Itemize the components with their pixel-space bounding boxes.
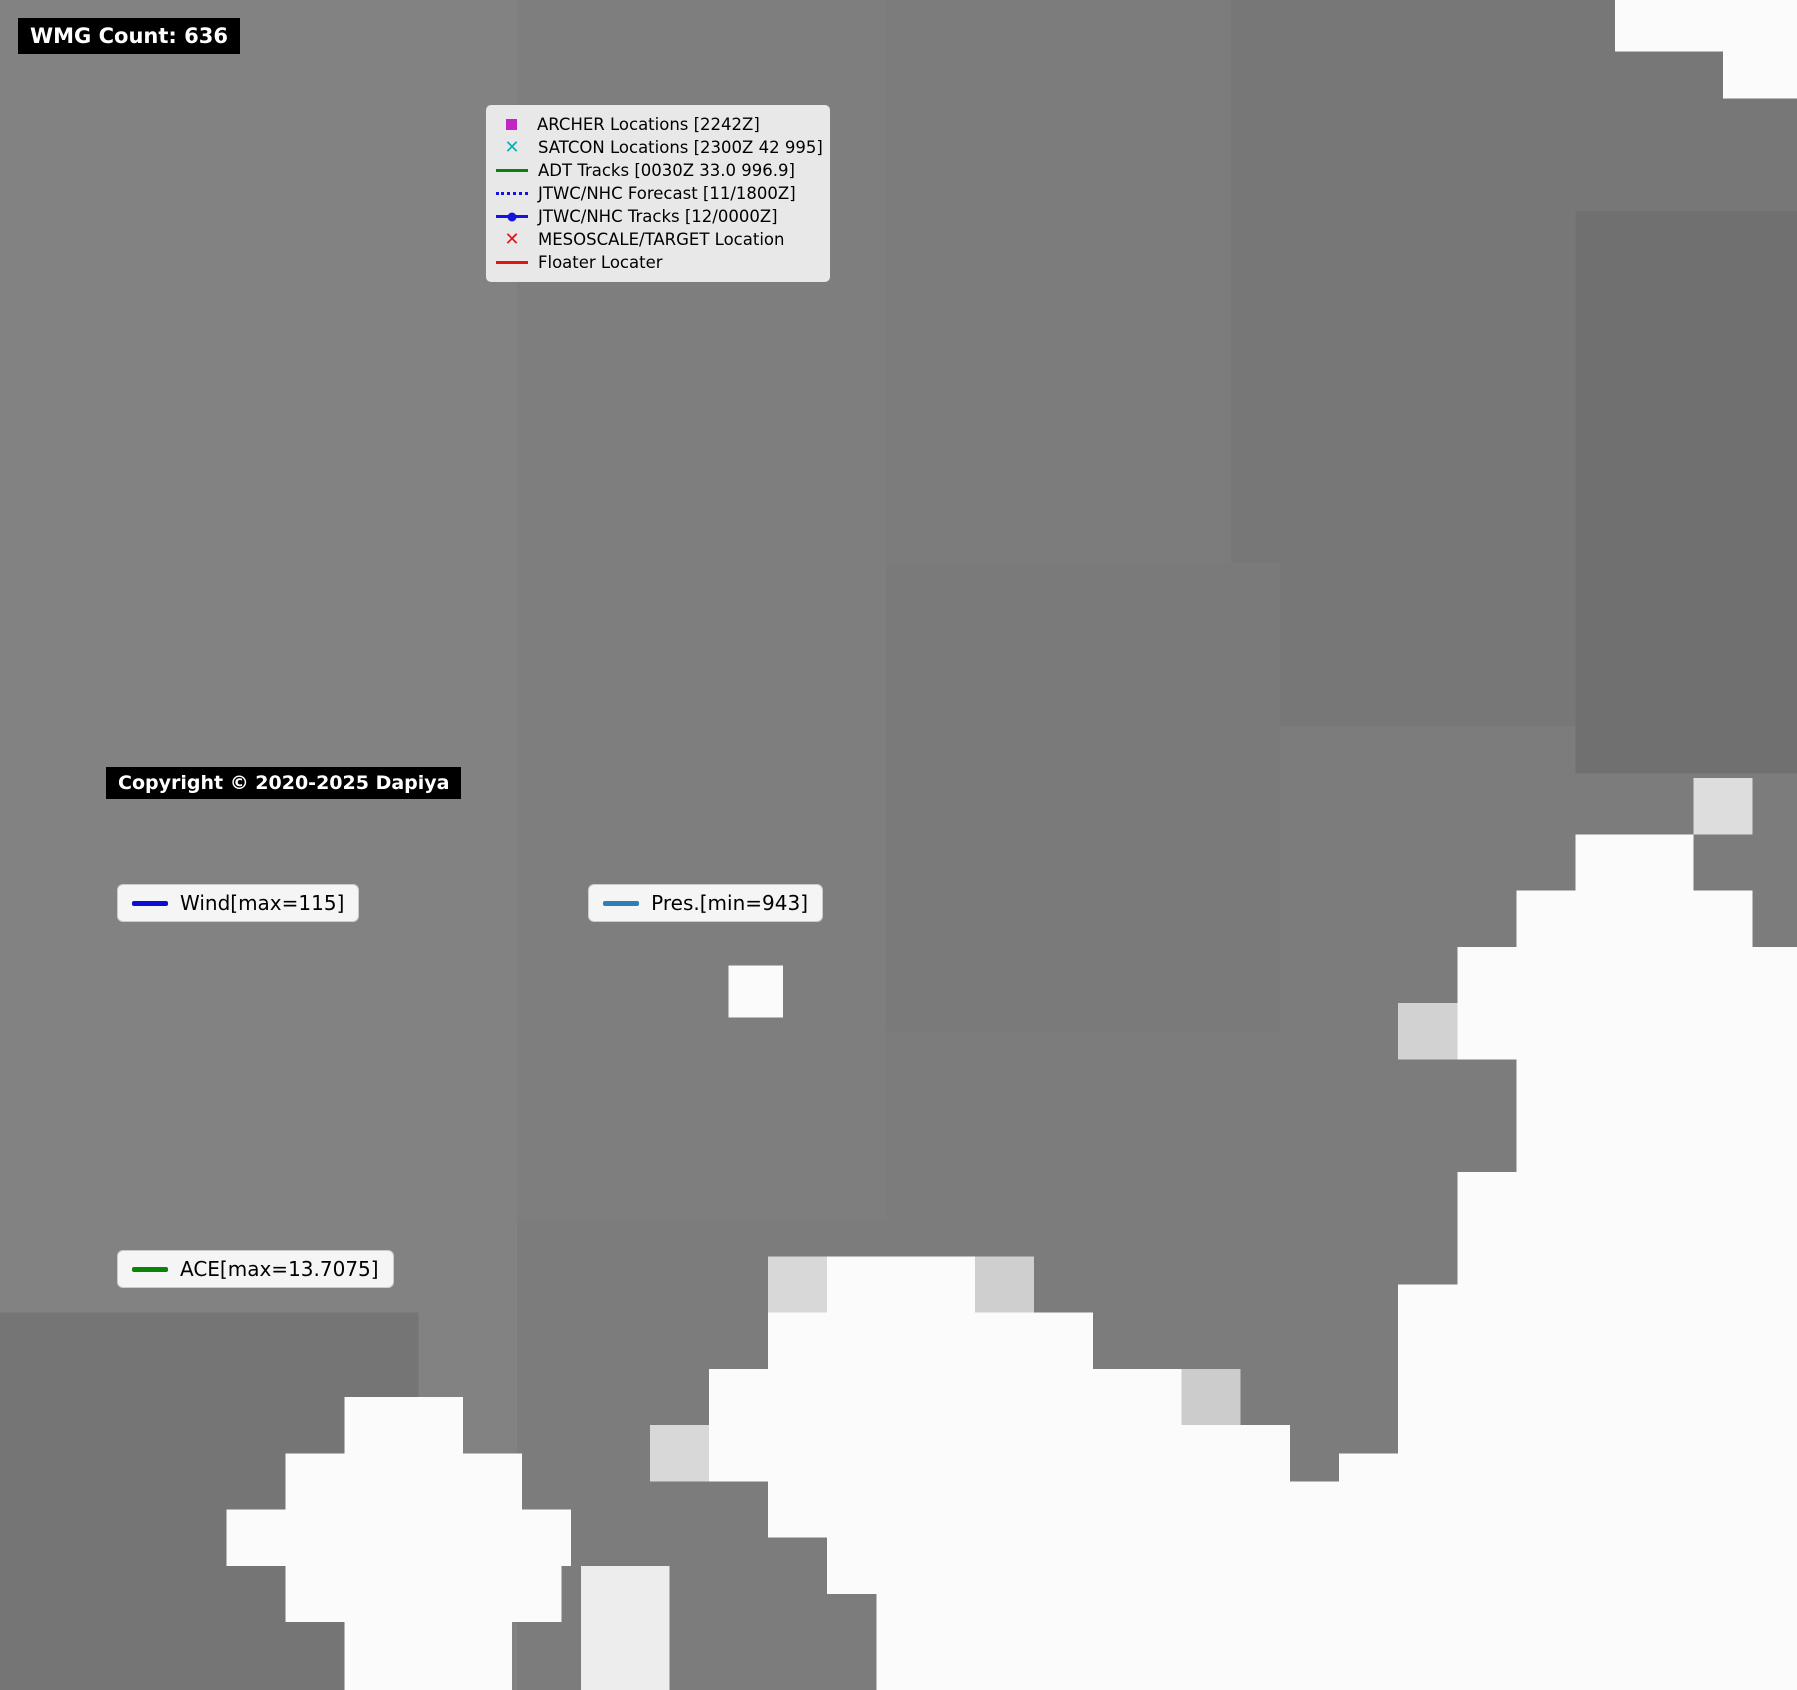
satcon-x-icon: ✕ — [504, 136, 520, 158]
legend-label: ADT Tracks [0030Z 33.0 996.9] — [538, 161, 795, 180]
wind-line-icon — [132, 900, 168, 906]
legend-label: SATCON Locations [2300Z 42 995] — [538, 138, 823, 157]
wind-legend: Wind[max=115] — [117, 884, 360, 922]
legend-label: ARCHER Locations [2242Z] — [537, 115, 760, 134]
legend-item: ✕ SATCON Locations [2300Z 42 995] — [496, 136, 823, 159]
pressure-legend: Pres.[min=943] — [588, 884, 823, 922]
wind-legend-label: Wind[max=115] — [180, 891, 345, 915]
legend-label: JTWC/NHC Tracks [12/0000Z] — [538, 207, 778, 226]
jtwc-track-icon — [496, 212, 528, 221]
pressure-line-icon — [603, 900, 640, 906]
adt-line-icon — [496, 168, 528, 173]
band14-map-legend: ARCHER Locations [2242Z] ✕ SATCON Location… — [486, 105, 830, 282]
archer-square-icon — [506, 119, 517, 130]
legend-item: ✕ MESOSCALE/TARGET Location — [496, 228, 820, 251]
legend-item: Floater Locater — [496, 251, 820, 274]
copyright-label: Copyright © 2020-2025 Dapiya — [106, 767, 462, 799]
legend-label: MESOSCALE/TARGET Location — [538, 230, 785, 249]
floater-line-icon — [496, 260, 528, 265]
legend-item: JTWC/NHC Forecast [11/1800Z] — [496, 182, 820, 205]
legend-item: ADT Tracks [0030Z 33.0 996.9] — [496, 159, 820, 182]
cloud-fringe-pixels — [580, 778, 1753, 1690]
legend-item: JTWC/NHC Tracks [12/0000Z] — [496, 205, 820, 228]
legend-label: Floater Locater — [538, 253, 663, 272]
legend-item: ARCHER Locations [2242Z] — [496, 113, 820, 136]
ace-legend: ACE[max=13.7075] — [117, 1250, 394, 1288]
wmg-count-badge: WMG Count: 636 — [18, 18, 240, 54]
cold-cloud-pixels — [226, 0, 1797, 1690]
ace-legend-label: ACE[max=13.7075] — [180, 1257, 379, 1281]
pressure-legend-label: Pres.[min=943] — [651, 891, 808, 915]
legend-label: JTWC/NHC Forecast [11/1800Z] — [538, 184, 796, 203]
ace-line-icon — [132, 1266, 168, 1272]
forecast-dotted-icon — [496, 192, 528, 195]
mesoscale-x-icon: ✕ — [504, 228, 520, 250]
